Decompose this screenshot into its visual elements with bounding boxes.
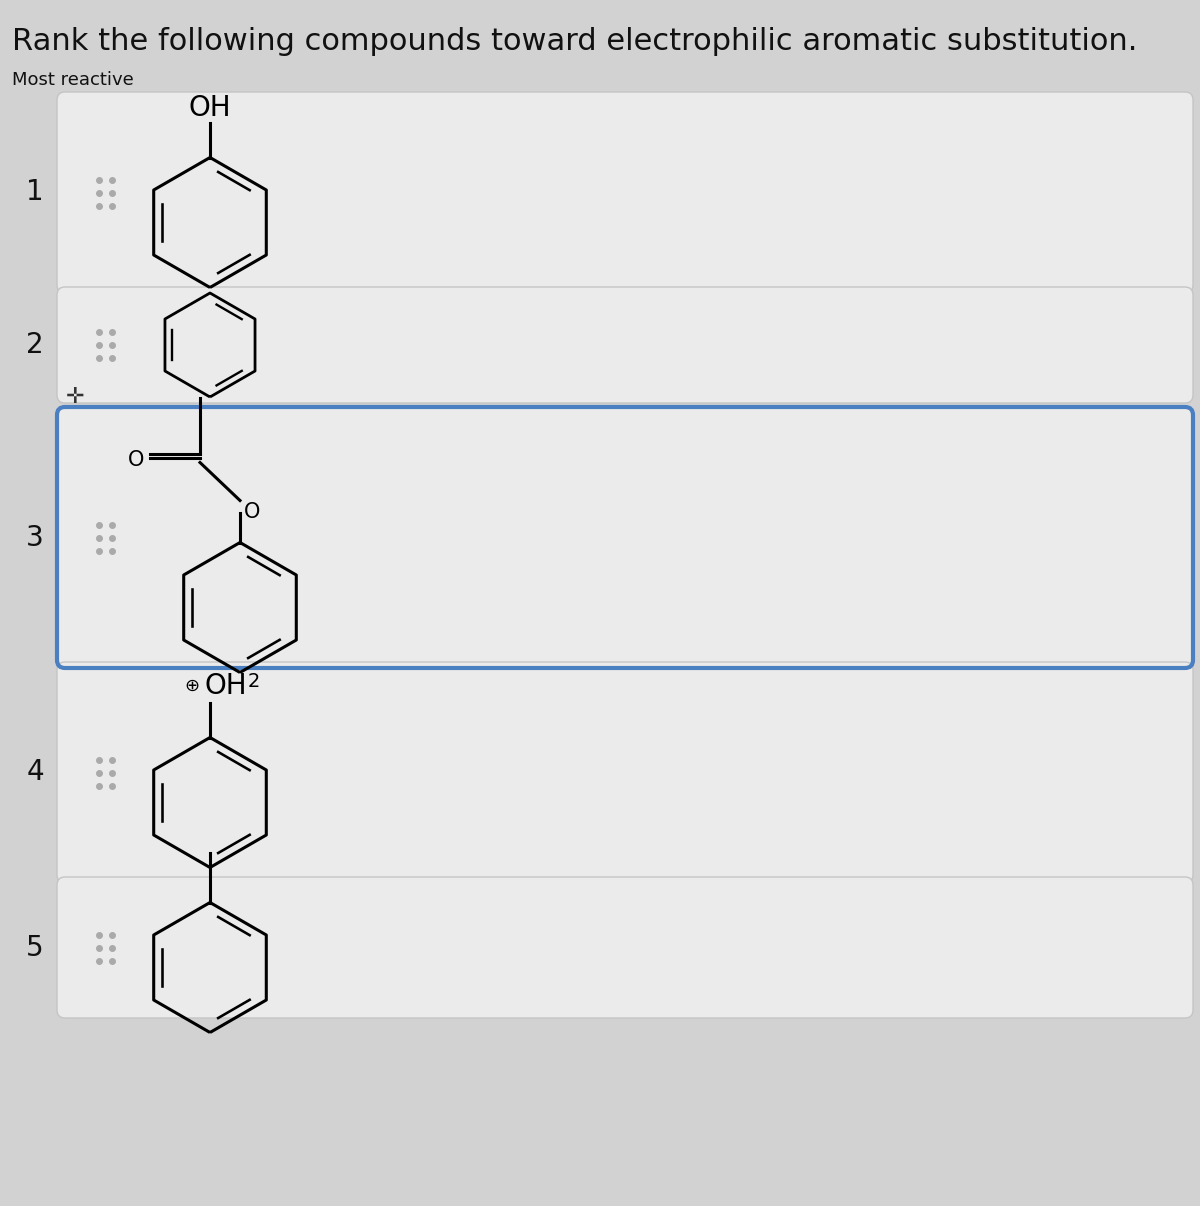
Text: O: O <box>128 450 144 469</box>
Text: 2: 2 <box>248 672 260 691</box>
FancyBboxPatch shape <box>58 662 1193 883</box>
Text: ⊕: ⊕ <box>185 677 200 695</box>
Text: OH: OH <box>205 672 247 699</box>
FancyBboxPatch shape <box>58 287 1193 403</box>
Text: Rank the following compounds toward electrophilic aromatic substitution.: Rank the following compounds toward elec… <box>12 28 1138 57</box>
Text: 1: 1 <box>26 178 44 206</box>
Text: 2: 2 <box>26 330 44 359</box>
FancyBboxPatch shape <box>58 406 1193 668</box>
Text: Most reactive: Most reactive <box>12 71 133 89</box>
FancyBboxPatch shape <box>58 92 1193 293</box>
Text: 5: 5 <box>26 933 44 961</box>
FancyBboxPatch shape <box>58 877 1193 1018</box>
Text: 3: 3 <box>26 523 44 551</box>
Text: 4: 4 <box>26 759 44 786</box>
Text: ✛: ✛ <box>66 387 84 406</box>
Text: O: O <box>244 503 260 522</box>
Text: OH: OH <box>188 94 232 122</box>
